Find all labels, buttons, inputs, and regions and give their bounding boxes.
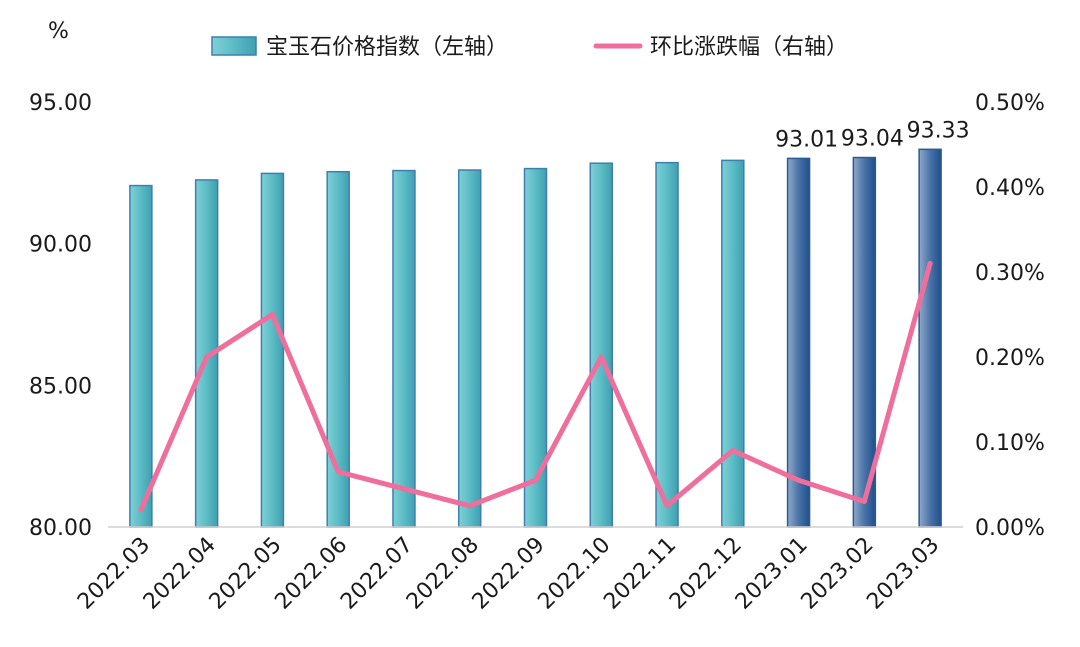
line-point (730, 448, 736, 453)
bar (655, 161, 679, 528)
x-axis-tick-label: 2023.02 (797, 533, 879, 615)
bar (129, 184, 153, 528)
line-point (861, 499, 867, 504)
right-axis: 0.00% 0.10% 0.20% 0.30% 0.40% 0.50% (975, 91, 1045, 541)
left-axis-tick-label: 85.00 (29, 374, 92, 399)
bars (129, 148, 942, 528)
line-point (664, 503, 670, 509)
bar (589, 162, 614, 528)
line-point (927, 261, 933, 266)
legend-line-label: 环比涨跌幅（右轴） (650, 35, 848, 60)
data-labels: 93.01 93.04 93.33 (775, 118, 970, 152)
unit-label: % (48, 19, 69, 44)
line-point (796, 477, 802, 483)
x-axis-tick-label: 2023.03 (862, 533, 944, 615)
legend-bar-label: 宝玉石价格指数（左轴） (266, 35, 508, 60)
line-point (138, 507, 144, 513)
bar (721, 159, 745, 528)
x-axis-tick-label: 2022.09 (468, 533, 550, 615)
right-axis-tick-label: 0.20% (975, 346, 1045, 371)
line-point (204, 354, 210, 360)
bar (457, 169, 482, 528)
line-point (598, 354, 604, 360)
x-axis-tick-label: 2022.03 (73, 533, 155, 615)
right-axis-tick-label: 0.40% (975, 176, 1045, 201)
line-point (335, 469, 341, 475)
legend-bar-swatch (211, 36, 257, 56)
legend: 宝玉石价格指数（左轴） 环比涨跌幅（右轴） (211, 35, 848, 60)
right-axis-tick-label: 0.00% (975, 516, 1045, 541)
line-point (533, 477, 538, 483)
bar (392, 169, 416, 528)
bar (260, 172, 285, 528)
line-series (138, 261, 933, 513)
x-axis-tick-label: 2022.04 (139, 533, 221, 615)
left-axis-tick-label: 80.00 (29, 516, 92, 541)
x-axis-tick-label: 2022.06 (270, 533, 352, 615)
x-axis-tick-label: 2022.11 (599, 533, 681, 615)
x-axis-tick-label: 2022.08 (402, 533, 484, 615)
line-point (467, 503, 473, 509)
x-axis-tick-label: 2022.05 (205, 533, 287, 615)
x-axis-tick-label: 2022.10 (533, 533, 615, 615)
bar-data-label: 93.33 (907, 118, 970, 143)
line-point (401, 486, 407, 492)
bar (918, 148, 942, 528)
x-axis-tick-label: 2022.12 (665, 533, 747, 615)
x-axis: 2022.032022.042022.052022.062022.072022.… (73, 533, 944, 615)
line-point (269, 312, 275, 317)
right-axis-tick-label: 0.50% (975, 91, 1045, 116)
x-axis-tick-label: 2022.07 (336, 533, 418, 615)
bar-data-label: 93.04 (841, 127, 904, 152)
left-axis: 80.00 85.00 90.00 95.00 (29, 91, 92, 541)
right-axis-tick-label: 0.30% (975, 261, 1045, 286)
left-axis-tick-label: 90.00 (29, 233, 92, 258)
bar (786, 157, 811, 528)
x-axis-tick-label: 2023.01 (731, 533, 813, 615)
left-axis-tick-label: 95.00 (29, 91, 92, 116)
bar (523, 167, 548, 528)
right-axis-tick-label: 0.10% (975, 431, 1045, 456)
bar-data-label: 93.01 (775, 127, 838, 152)
